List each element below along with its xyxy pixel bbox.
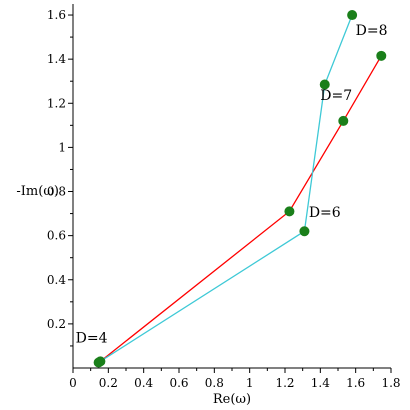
x-axis-title: Re(ω) [213, 392, 251, 407]
x-tick-label: 1.4 [311, 376, 330, 390]
series-line-1 [99, 55, 382, 362]
annotations: D=4 D=6 D=7 D=8 [76, 23, 388, 347]
series-1-point [376, 50, 387, 61]
series-2-point [347, 10, 358, 21]
series-2-point [319, 79, 330, 90]
series-2-point [299, 226, 310, 237]
ticks: 0 0.2 0.4 0.6 0.8 1 1.2 1.4 1.6 1.8 0.2 0.4 0.6 0.8 1 1… [47, 8, 401, 390]
x-tick-label: 0 [69, 376, 77, 390]
x-tick-label: 1.2 [275, 376, 294, 390]
series-1-point [338, 115, 349, 126]
y-tick-label: 1.2 [47, 96, 66, 110]
x-tick-label: 0.4 [134, 376, 153, 390]
y-tick-label: 1 [58, 140, 66, 154]
annotation-label: D=8 [356, 23, 388, 39]
x-tick-label: 1.8 [381, 376, 400, 390]
annotation-label: D=7 [320, 88, 352, 104]
x-tick-label: 1 [246, 376, 254, 390]
y-axis-title: -Im(ω) [16, 184, 59, 199]
series-2-point [93, 357, 104, 368]
annotation-label: D=6 [309, 205, 341, 221]
y-tick-label: 0.2 [47, 317, 66, 331]
y-tick-label: 1.4 [47, 52, 66, 66]
series-1-point [284, 206, 295, 217]
y-tick-label: 0.8 [47, 185, 66, 199]
axes [72, 4, 391, 369]
x-tick-label: 1.6 [346, 376, 365, 390]
series [93, 10, 387, 368]
x-tick-label: 0.2 [99, 376, 118, 390]
x-tick-label: 0.8 [205, 376, 224, 390]
y-tick-label: 0.4 [47, 273, 66, 287]
y-tick-label: 0.6 [47, 229, 66, 243]
annotation-label: D=4 [76, 331, 108, 347]
x-tick-label: 0.6 [169, 376, 188, 390]
y-tick-label: 1.6 [47, 8, 66, 22]
series-line-2 [98, 14, 353, 364]
